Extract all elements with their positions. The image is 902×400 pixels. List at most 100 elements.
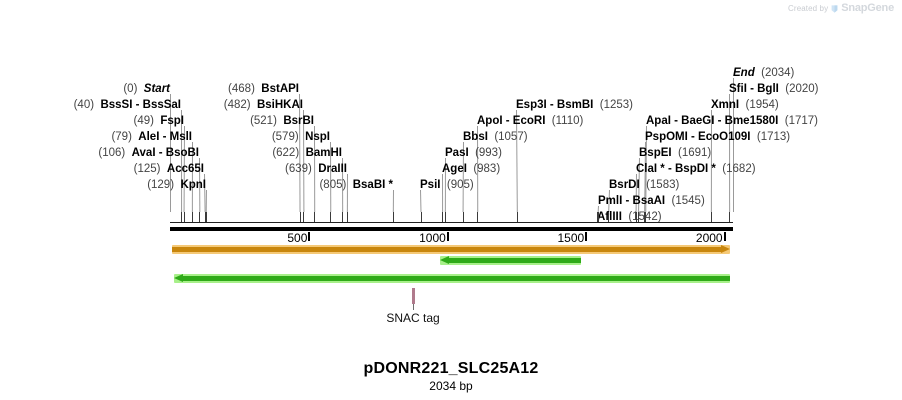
cut-site-tick[interactable] [346, 212, 348, 222]
enzyme-site-label[interactable]: (639) DraIII [285, 163, 347, 175]
snac-tag-label[interactable]: SNAC tag [386, 311, 440, 325]
enzyme-site-label[interactable]: BspEI (1691) [639, 147, 711, 159]
cut-site-tick[interactable] [477, 212, 479, 222]
feature-arrowhead [174, 274, 183, 282]
cut-site-tick[interactable] [635, 212, 637, 222]
enzyme-position: (1110) [551, 115, 584, 127]
label-leader-line [392, 189, 394, 213]
enzyme-site-label[interactable]: (79) AleI - MslI [111, 131, 192, 143]
enzyme-site-label[interactable]: XmnI (1954) [711, 99, 779, 111]
cut-site-tick[interactable] [392, 212, 394, 222]
cut-site-tick[interactable] [516, 212, 518, 222]
cut-site-tick[interactable] [608, 212, 610, 222]
enzyme-position: (622) [272, 147, 300, 159]
enzyme-site-label[interactable]: (468) BstAPI [228, 83, 299, 95]
enzyme-site-label[interactable]: BbsI (1057) [463, 131, 528, 143]
enzyme-site-label[interactable]: BsrDI (1583) [609, 179, 679, 191]
cut-site-tick[interactable] [342, 212, 344, 222]
cut-site-tick[interactable] [183, 212, 185, 222]
enzyme-name: End [733, 67, 755, 79]
ruler-tick [723, 232, 726, 241]
enzyme-name: PsiI [420, 179, 441, 191]
enzyme-site-label[interactable]: (40) BssSI - BssSaI [74, 99, 181, 111]
enzyme-site-label[interactable]: ClaI * - BspDI * (1682) [636, 163, 756, 175]
enzyme-site-label[interactable]: PsiI (905) [420, 179, 474, 191]
plasmid-length-label: 2034 bp [429, 379, 473, 393]
orange-feature-arrow[interactable] [172, 245, 730, 254]
cut-site-tick[interactable] [314, 212, 316, 222]
cut-site-tick[interactable] [444, 212, 446, 222]
enzyme-position: (2034) [761, 67, 795, 79]
enzyme-name: DraIII [318, 163, 347, 175]
ruler-tick-label: 500 [287, 231, 308, 245]
cut-site-tick[interactable] [420, 212, 422, 222]
backbone-bar [170, 227, 733, 231]
cut-site-tick[interactable] [205, 212, 207, 222]
enzyme-site-label[interactable]: (129) KpnI [147, 179, 206, 191]
enzyme-site-label[interactable]: Esp3I - BsmBI (1253) [516, 99, 633, 111]
ruler-tick-label: 1500 [557, 231, 585, 245]
watermark-brand-label: SnapGene [841, 2, 894, 14]
enzyme-site-label[interactable]: AgeI (983) [442, 163, 500, 175]
enzyme-site-label[interactable]: (0) Start [123, 83, 170, 95]
cut-site-tick[interactable] [303, 212, 305, 222]
enzyme-separator: - [664, 163, 675, 175]
enzyme-site-label[interactable]: (521) BsrBI [250, 115, 314, 127]
enzyme-site-label[interactable]: (125) Acc65I [134, 163, 204, 175]
cut-site-tick[interactable] [181, 212, 183, 222]
cut-site-tick[interactable] [644, 212, 646, 222]
enzyme-site-label[interactable]: PspOMI - EcoO109I (1713) [645, 131, 790, 143]
cut-site-tick[interactable] [299, 212, 301, 222]
cut-site-tick[interactable] [597, 212, 599, 222]
enzyme-position: (639) [284, 163, 312, 175]
snac-tag-leader-line [413, 304, 414, 310]
label-leader-line [420, 189, 422, 213]
enzyme-name: PmlI [598, 195, 623, 207]
enzyme-position: (1545) [671, 195, 705, 207]
cut-site-tick[interactable] [462, 212, 464, 222]
enzyme-name: Start [143, 83, 170, 95]
enzyme-name: AflIII [597, 211, 622, 223]
enzyme-site-label[interactable]: (622) BamHI [272, 147, 342, 159]
cut-site-tick[interactable] [191, 212, 193, 222]
enzyme-position: (79) [111, 131, 132, 143]
cut-site-tick[interactable] [442, 212, 444, 222]
enzyme-site-label[interactable]: (49) FspI [134, 115, 184, 127]
cut-site-tick[interactable] [645, 212, 647, 222]
enzyme-site-label[interactable]: SfiI - BglI (2020) [729, 83, 819, 95]
cut-site-tick[interactable] [710, 212, 712, 222]
enzyme-site-label[interactable]: ApoI - EcoRI (1110) [477, 115, 583, 127]
ruler-tick-label: 1000 [419, 231, 446, 245]
enzyme-name: BglI [757, 83, 779, 95]
enzyme-site-label[interactable]: (106) AvaI - BsoBI [98, 147, 199, 159]
cut-site-tick[interactable] [596, 212, 598, 222]
enzyme-name: BsiHKAI [256, 99, 303, 111]
enzyme-name: Acc65I [166, 163, 204, 175]
enzyme-position: (49) [133, 115, 154, 127]
cut-site-tick[interactable] [729, 212, 731, 222]
feature-arrowhead [721, 245, 730, 253]
cut-site-tick[interactable] [330, 212, 332, 222]
enzyme-name: EcoO109I [698, 131, 751, 143]
enzyme-position: (468) [228, 83, 255, 95]
snac-tag-marker[interactable] [412, 288, 415, 304]
enzyme-site-label[interactable]: (579) NspI [272, 131, 330, 143]
enzyme-position: (1253) [599, 99, 633, 111]
ruler-tick [308, 232, 311, 241]
cut-site-tick[interactable] [638, 212, 640, 222]
enzyme-site-label[interactable]: PmlI - BsaAI (1545) [598, 195, 705, 207]
enzyme-site-label[interactable]: ApaI - BaeGI - Bme1580I (1717) [646, 115, 818, 127]
enzyme-position: (0) [123, 83, 138, 95]
cut-site-tick[interactable] [199, 212, 201, 222]
enzyme-site-label[interactable]: End (2034) [733, 67, 794, 79]
green-feature-arrow-full[interactable] [174, 274, 730, 283]
enzyme-site-label[interactable]: PasI (993) [445, 147, 502, 159]
cut-site-tick[interactable] [204, 212, 206, 222]
green-feature-arrow-middle[interactable] [440, 256, 581, 265]
label-leader-line [733, 78, 734, 212]
backbone-thin-line [170, 222, 733, 223]
feature-body [183, 276, 730, 281]
enzyme-site-label[interactable]: (482) BsiHKAI [224, 99, 303, 111]
enzyme-site-label[interactable]: (805) BsaBI * [319, 179, 393, 191]
enzyme-name: Bme1580I [724, 115, 779, 127]
